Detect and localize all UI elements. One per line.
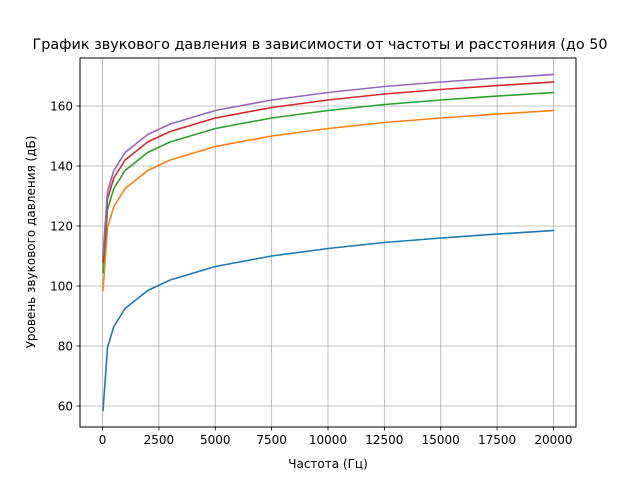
- y-tick-label: 100: [50, 279, 73, 293]
- x-tick-label: 7500: [256, 433, 287, 447]
- y-tick-label: 60: [58, 399, 73, 413]
- x-tick-label: 20000: [534, 433, 572, 447]
- x-axis: 0 2500 5000 7500 10000 12500 15000 17500 20000: [99, 427, 573, 447]
- series-layer: [102, 73, 555, 412]
- series-line-1: [102, 229, 555, 412]
- chart-title: График звукового давления в зависимости …: [32, 37, 607, 53]
- x-tick-label: 0: [99, 433, 107, 447]
- x-tick-label: 15000: [422, 433, 460, 447]
- x-axis-label: Частота (Гц): [288, 457, 368, 471]
- y-tick-label: 80: [58, 339, 73, 353]
- y-axis: 60 80 100 120 140 160: [50, 99, 80, 413]
- y-tick-label: 160: [50, 99, 73, 113]
- x-tick-label: 17500: [478, 433, 516, 447]
- x-tick-label: 5000: [200, 433, 231, 447]
- series-line-3: [102, 91, 555, 274]
- x-tick-label: 2500: [144, 433, 175, 447]
- series-line-2: [102, 109, 555, 292]
- y-axis-label: Уровень звукового давления (дБ): [24, 136, 38, 349]
- series-line-5: [102, 73, 555, 256]
- y-tick-label: 140: [50, 159, 73, 173]
- x-tick-label: 12500: [365, 433, 403, 447]
- y-tick-label: 120: [50, 219, 73, 233]
- series-line-4: [102, 81, 555, 263]
- x-tick-label: 10000: [309, 433, 347, 447]
